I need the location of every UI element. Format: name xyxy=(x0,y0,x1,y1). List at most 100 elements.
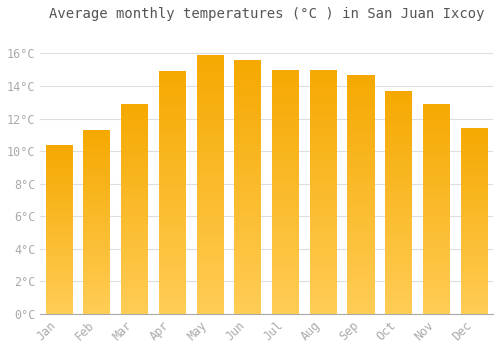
Bar xyxy=(272,294,299,297)
Bar xyxy=(84,299,110,301)
Bar xyxy=(234,192,262,195)
Bar xyxy=(348,249,374,252)
Bar xyxy=(46,231,73,233)
Bar xyxy=(423,232,450,234)
Bar xyxy=(385,189,412,191)
Bar xyxy=(84,298,110,299)
Bar xyxy=(460,270,488,271)
Bar xyxy=(196,226,224,229)
Bar xyxy=(121,310,148,312)
Bar xyxy=(272,312,299,314)
Bar xyxy=(348,285,374,288)
Bar xyxy=(196,78,224,81)
Bar xyxy=(159,152,186,154)
Bar xyxy=(46,260,73,261)
Bar xyxy=(159,120,186,122)
Bar xyxy=(234,116,262,118)
Bar xyxy=(385,312,412,314)
Bar xyxy=(234,144,262,146)
Bar xyxy=(423,215,450,217)
Bar xyxy=(84,132,110,134)
Bar xyxy=(46,217,73,219)
Bar xyxy=(423,268,450,270)
Bar xyxy=(46,172,73,173)
Bar xyxy=(121,201,148,203)
Bar xyxy=(423,270,450,272)
Bar xyxy=(460,139,488,141)
Bar xyxy=(84,156,110,158)
Bar xyxy=(121,159,148,161)
Bar xyxy=(385,182,412,184)
Bar xyxy=(310,206,337,209)
Bar xyxy=(310,294,337,297)
Bar xyxy=(423,312,450,314)
Bar xyxy=(46,212,73,214)
Bar xyxy=(272,136,299,138)
Bar xyxy=(385,229,412,231)
Bar xyxy=(423,226,450,228)
Bar xyxy=(348,295,374,297)
Bar xyxy=(121,236,148,238)
Bar xyxy=(196,58,224,60)
Bar xyxy=(234,63,262,65)
Bar xyxy=(46,214,73,216)
Bar xyxy=(84,277,110,279)
Bar xyxy=(121,255,148,257)
Bar xyxy=(272,106,299,109)
Bar xyxy=(460,134,488,136)
Bar xyxy=(159,246,186,248)
Bar xyxy=(159,166,186,168)
Bar xyxy=(310,109,337,111)
Bar xyxy=(234,301,262,304)
Bar xyxy=(121,104,148,106)
Bar xyxy=(84,204,110,205)
Bar xyxy=(234,312,262,314)
Bar xyxy=(159,197,186,200)
Bar xyxy=(272,121,299,124)
Bar xyxy=(310,202,337,204)
Bar xyxy=(121,268,148,270)
Bar xyxy=(159,202,186,205)
Bar xyxy=(234,103,262,106)
Bar xyxy=(385,158,412,160)
Bar xyxy=(310,82,337,84)
Bar xyxy=(310,226,337,229)
Bar xyxy=(460,232,488,234)
Bar xyxy=(460,128,488,130)
Bar xyxy=(196,213,224,216)
Bar xyxy=(460,303,488,304)
Bar xyxy=(159,215,186,217)
Bar xyxy=(385,260,412,262)
Bar xyxy=(121,251,148,253)
Bar xyxy=(423,131,450,133)
Bar xyxy=(423,159,450,161)
Bar xyxy=(385,269,412,272)
Bar xyxy=(121,108,148,110)
Bar xyxy=(385,162,412,164)
Bar xyxy=(423,255,450,257)
Bar xyxy=(310,209,337,211)
Bar xyxy=(310,143,337,146)
Bar xyxy=(234,149,262,152)
Bar xyxy=(460,212,488,214)
Bar xyxy=(84,216,110,218)
Bar xyxy=(423,114,450,117)
Bar xyxy=(234,243,262,245)
Bar xyxy=(423,146,450,148)
Bar xyxy=(84,226,110,228)
Bar xyxy=(46,146,73,148)
Bar xyxy=(84,222,110,224)
Bar xyxy=(121,230,148,232)
Bar xyxy=(385,209,412,211)
Bar xyxy=(348,96,374,99)
Bar xyxy=(159,270,186,273)
Bar xyxy=(460,132,488,134)
Bar xyxy=(272,307,299,309)
Bar xyxy=(121,140,148,142)
Bar xyxy=(46,190,73,192)
Bar xyxy=(159,207,186,210)
Bar xyxy=(159,234,186,236)
Bar xyxy=(460,138,488,139)
Bar xyxy=(84,194,110,196)
Bar xyxy=(385,247,412,249)
